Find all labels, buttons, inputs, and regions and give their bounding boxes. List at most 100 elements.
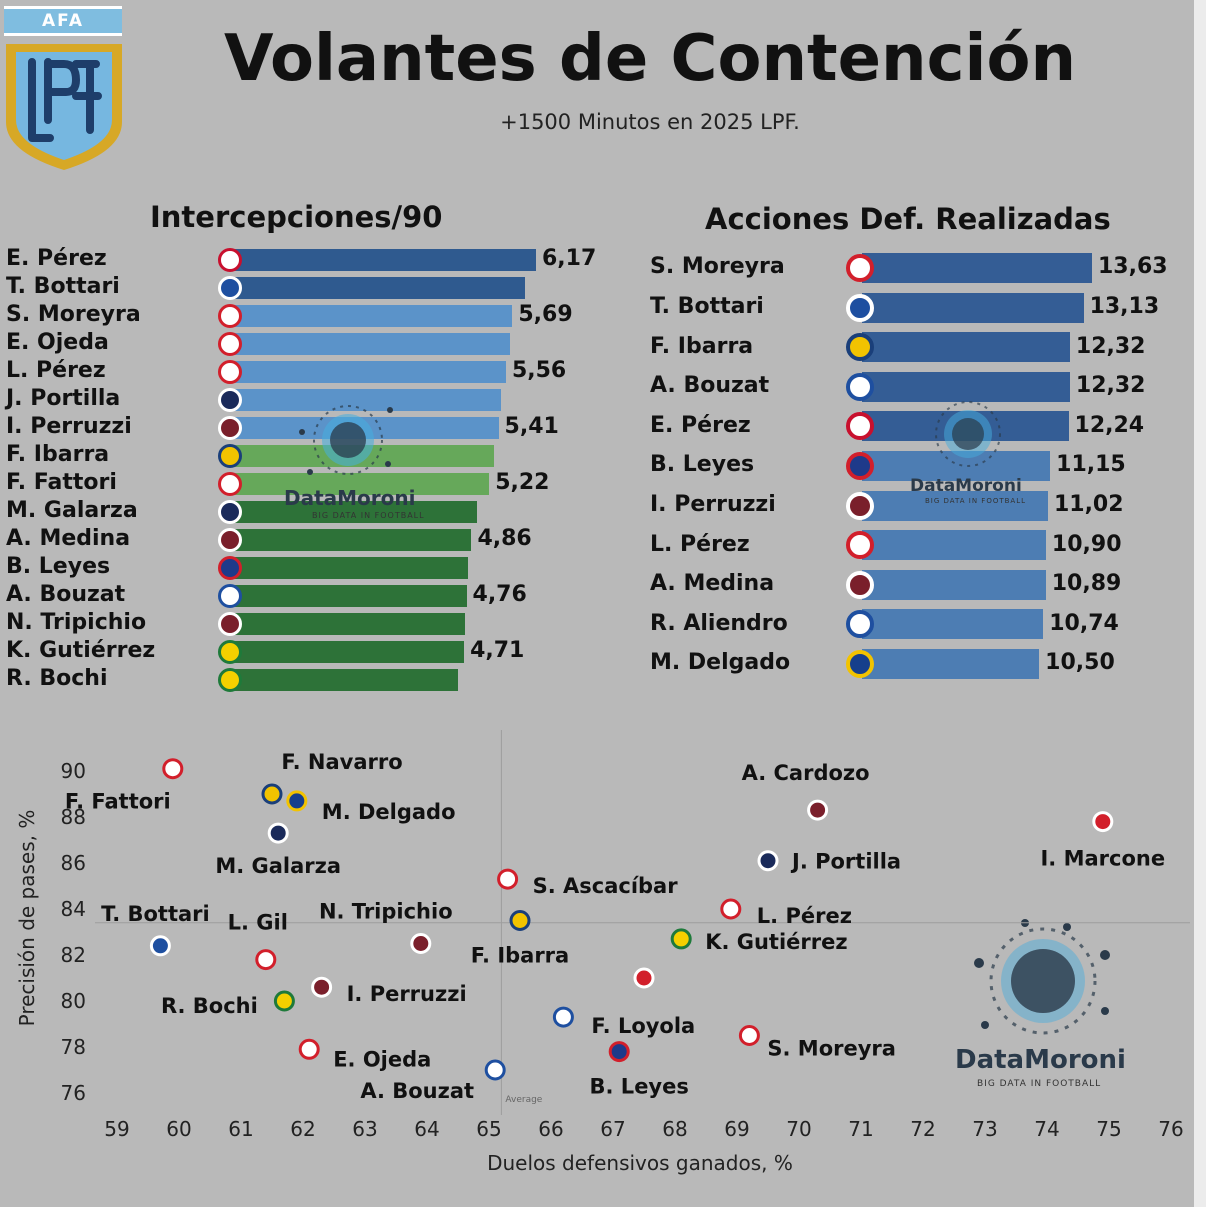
x-tick-label: 60 bbox=[166, 1117, 191, 1141]
bar bbox=[862, 649, 1040, 679]
afa-text: AFA bbox=[42, 11, 84, 31]
x-tick-label: 68 bbox=[662, 1117, 687, 1141]
player-name: R. Bochi bbox=[6, 666, 108, 692]
boca-juniors-icon bbox=[846, 650, 874, 678]
x-axis-label: Duelos defensivos ganados, % bbox=[487, 1151, 793, 1175]
player-name: I. Perruzzi bbox=[6, 414, 132, 440]
player-name: A. Medina bbox=[650, 571, 775, 597]
rosario-central-icon bbox=[846, 333, 874, 362]
x-tick-label: 64 bbox=[414, 1117, 439, 1141]
instituto-icon bbox=[738, 1025, 760, 1046]
tigre-icon bbox=[608, 1041, 630, 1063]
velez-icon bbox=[218, 584, 242, 608]
scatter-plot: Average 59 60 61 62 63 64 65 66 67 68 69 70 71 72 73 74 7… bbox=[15, 730, 1190, 1175]
player-name: N. Tripichio bbox=[6, 610, 147, 636]
y-tick-label: 88 bbox=[61, 805, 86, 829]
independiente-rivadavia-icon bbox=[218, 276, 242, 300]
argentinos-juniors-icon bbox=[162, 758, 184, 780]
point-label: S. Ascacíbar bbox=[533, 874, 679, 898]
player-name: B. Leyes bbox=[6, 554, 111, 580]
player-name: A. Medina bbox=[6, 526, 131, 552]
point-label: A. Bouzat bbox=[360, 1079, 474, 1103]
rosario-central-icon bbox=[509, 910, 531, 931]
bar bbox=[232, 529, 472, 551]
x-tick-label: 59 bbox=[104, 1117, 129, 1141]
independiente-icon bbox=[1092, 811, 1114, 833]
point-label: F. Ibarra bbox=[471, 944, 569, 968]
talleres-icon bbox=[757, 850, 779, 872]
aldosivi-icon bbox=[273, 990, 295, 1012]
bar bbox=[232, 305, 513, 327]
independiente-rivadavia-icon bbox=[846, 293, 874, 322]
bar bbox=[232, 473, 490, 495]
player-name: S. Moreyra bbox=[650, 254, 785, 280]
bar bbox=[862, 371, 1070, 402]
bar bbox=[232, 361, 506, 383]
lanus-icon bbox=[218, 612, 242, 636]
player-name: K. Gutiérrez bbox=[6, 638, 156, 664]
value-label: 13,63 bbox=[1098, 254, 1168, 280]
interceptions-title: Intercepciones/90 bbox=[150, 200, 443, 234]
value-label: 12,24 bbox=[1074, 412, 1145, 438]
average-label: Average bbox=[505, 1095, 542, 1105]
lanus-icon bbox=[807, 799, 829, 821]
point-label: T. Bottari bbox=[101, 902, 210, 926]
independiente-rivadavia-icon bbox=[149, 935, 171, 957]
player-name: E. Pérez bbox=[650, 412, 751, 438]
x-tick-label: 70 bbox=[786, 1117, 811, 1141]
lpf-shield-icon bbox=[6, 44, 122, 170]
huracan-icon bbox=[218, 332, 242, 356]
y-tick-label: 90 bbox=[61, 759, 86, 783]
huracan-icon bbox=[846, 531, 874, 560]
x-tick-label: 69 bbox=[724, 1117, 749, 1141]
rosario-central-icon bbox=[218, 444, 242, 468]
value-label: 10,74 bbox=[1049, 610, 1119, 636]
player-name: L. Pérez bbox=[650, 531, 750, 557]
value-label: 4,71 bbox=[470, 638, 525, 664]
talleres-icon bbox=[267, 822, 289, 844]
x-tick-label: 71 bbox=[848, 1117, 873, 1141]
estudiantes-icon bbox=[497, 868, 519, 890]
huracan-icon bbox=[218, 360, 242, 384]
y-axis-label: Precisión de pases, % bbox=[15, 810, 39, 1027]
argentinos-juniors-icon bbox=[218, 472, 242, 496]
defensa-y-justicia-icon bbox=[218, 640, 242, 664]
player-name: F. Fattori bbox=[6, 470, 117, 496]
value-label: 13,13 bbox=[1089, 293, 1160, 319]
independiente-icon bbox=[633, 967, 655, 989]
bar bbox=[862, 569, 1046, 600]
x-tick-label: 65 bbox=[476, 1117, 501, 1141]
bar bbox=[232, 557, 469, 579]
x-tick-label: 62 bbox=[290, 1117, 315, 1141]
bar bbox=[862, 530, 1046, 561]
player-name: E. Ojeda bbox=[6, 330, 109, 356]
defensa-y-justicia-icon bbox=[670, 928, 692, 950]
x-tick-label: 63 bbox=[352, 1117, 377, 1141]
value-label: 10,90 bbox=[1051, 531, 1122, 557]
player-name: T. Bottari bbox=[6, 274, 120, 300]
point-label: F. Fattori bbox=[65, 790, 171, 814]
bar bbox=[232, 641, 465, 663]
value-label: 5,56 bbox=[511, 358, 567, 384]
lanus-icon bbox=[311, 976, 333, 998]
player-name: F. Ibarra bbox=[650, 333, 754, 359]
y-tick-label: 80 bbox=[61, 989, 86, 1013]
lanus-icon bbox=[846, 570, 874, 599]
bar bbox=[862, 609, 1044, 640]
bar bbox=[232, 585, 467, 607]
y-tick-label: 82 bbox=[61, 943, 86, 967]
bar bbox=[862, 411, 1069, 442]
player-name: B. Leyes bbox=[650, 452, 755, 478]
point-label: N. Tripichio bbox=[319, 900, 453, 924]
player-name: I. Perruzzi bbox=[650, 491, 776, 517]
point-label: M. Galarza bbox=[215, 854, 341, 878]
bar bbox=[232, 277, 526, 299]
bar bbox=[232, 389, 501, 411]
y-tick-label: 76 bbox=[61, 1081, 86, 1105]
value-label: 12,32 bbox=[1075, 373, 1146, 399]
value-label: 11,02 bbox=[1053, 491, 1124, 517]
bar bbox=[232, 417, 499, 439]
bar bbox=[862, 253, 1092, 283]
x-tick-label: 74 bbox=[1034, 1117, 1059, 1141]
value-label: 5,69 bbox=[518, 302, 573, 328]
